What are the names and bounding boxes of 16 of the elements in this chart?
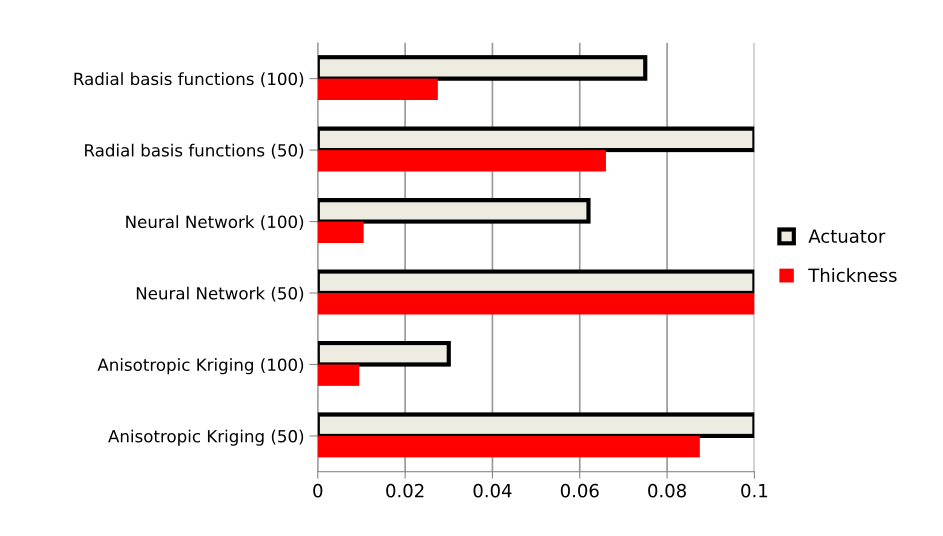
y-tick-label: Anisotropic Kriging (100) xyxy=(97,358,304,374)
bar xyxy=(318,222,364,243)
y-tick-label: Radial basis functions (50) xyxy=(85,144,304,159)
x-tick-label: 0.1 xyxy=(741,484,768,498)
x-tick-label: 0 xyxy=(313,484,322,498)
legend-label: Thickness xyxy=(808,268,897,282)
x-tick-label: 0.06 xyxy=(560,484,599,498)
y-tick-label: Anisotropic Kriging (50) xyxy=(108,430,304,446)
y-tick-label: Neural Network (50) xyxy=(136,286,304,302)
x-tick-label: 0.02 xyxy=(386,484,424,498)
bar xyxy=(318,364,360,386)
legend-label: Actuator xyxy=(808,230,886,243)
x-tick-label: 0.04 xyxy=(474,484,512,498)
y-tick-label: Neural Network (100) xyxy=(126,215,304,230)
y-tick-label: Radial basis functions (100) xyxy=(74,72,304,88)
x-tick-label: 0.08 xyxy=(648,484,686,498)
